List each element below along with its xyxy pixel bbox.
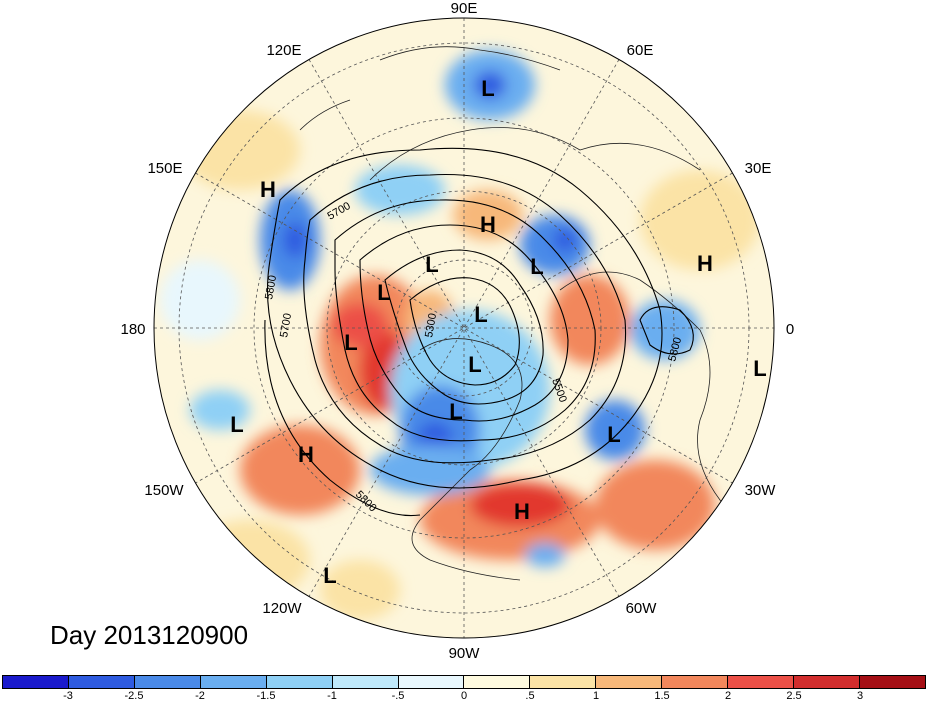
colorbar-tick: -.5 — [391, 690, 405, 702]
pressure-system-label: L — [474, 302, 487, 327]
pressure-system-label: L — [377, 280, 390, 305]
lon-label-60w: 60W — [626, 600, 658, 617]
lon-label-30w: 30W — [745, 482, 777, 499]
colorbar — [2, 675, 926, 689]
lon-label-0: 0 — [786, 321, 794, 338]
lon-label-120e: 120E — [266, 42, 301, 59]
height-contours — [264, 147, 694, 517]
colorbar-tick: 1 — [592, 690, 600, 702]
longitude-labels: 90E 60E 30E 0 30W 60W 90W 120W 150W 180 … — [120, 0, 794, 662]
pressure-system-label: L — [344, 330, 357, 355]
colorbar-tick: -2.5 — [124, 690, 144, 702]
colorbar-box — [728, 676, 795, 688]
lon-label-150w: 150W — [144, 482, 184, 499]
colorbar-tick: -3 — [63, 690, 73, 702]
pressure-system-label: L — [607, 422, 620, 447]
pressure-system-label: L — [449, 399, 462, 424]
colorbar-box — [398, 676, 465, 688]
lon-label-180: 180 — [120, 321, 145, 338]
lon-label-30e: 30E — [745, 160, 772, 177]
colorbar-tick: -2 — [195, 690, 205, 702]
pressure-system-label: L — [230, 412, 243, 437]
lon-label-90e: 90E — [451, 0, 478, 17]
pressure-system-label: L — [753, 356, 766, 381]
anomaly-shading — [154, 18, 774, 638]
lon-label-120w: 120W — [262, 600, 302, 617]
lon-label-90w: 90W — [449, 645, 481, 662]
colorbar-box — [134, 676, 201, 688]
colorbar-tick: 2.5 — [786, 690, 802, 702]
pressure-system-label: L — [530, 254, 543, 279]
pressure-system-label: H — [697, 251, 713, 276]
colorbar-box — [464, 676, 531, 688]
contour-label: 5300 — [423, 312, 439, 338]
pressure-system-label: L — [425, 252, 438, 277]
pressure-system-label: H — [480, 212, 496, 237]
colorbar-tick: -1 — [327, 690, 337, 702]
pressure-system-label: L — [481, 76, 494, 101]
lon-label-150e: 150E — [147, 160, 182, 177]
colorbar-tick: 0 — [460, 690, 468, 702]
contour-label: 5800 — [263, 274, 279, 300]
lon-label-60e: 60E — [627, 42, 654, 59]
pressure-system-label: L — [468, 352, 481, 377]
colorbar-tick: -1.5 — [256, 690, 276, 702]
colorbar-box — [596, 676, 663, 688]
colorbar-box — [266, 676, 333, 688]
colorbar-tick: 2 — [724, 690, 732, 702]
colorbar-box — [68, 676, 135, 688]
colorbar-box — [794, 676, 860, 688]
colorbar-tick: 1.5 — [654, 690, 670, 702]
colorbar-tick: .5 — [525, 690, 535, 702]
colorbar-box — [200, 676, 267, 688]
colorbar-box — [332, 676, 399, 688]
pressure-system-label: L — [323, 563, 336, 588]
contour-label: 5700 — [278, 312, 294, 338]
colorbar-box — [530, 676, 597, 688]
map-title: Day 2013120900 — [50, 620, 249, 650]
colorbar-tick: 3 — [856, 690, 864, 702]
colorbar-box — [3, 676, 69, 688]
pressure-system-label: H — [514, 499, 530, 524]
pressure-system-label: H — [298, 442, 314, 467]
pressure-systems: L H H L L H L L L L L L L L H H L — [230, 76, 766, 588]
graticule — [154, 18, 774, 638]
pressure-system-label: H — [260, 177, 276, 202]
colorbar-box — [859, 676, 925, 688]
colorbar-box — [662, 676, 729, 688]
